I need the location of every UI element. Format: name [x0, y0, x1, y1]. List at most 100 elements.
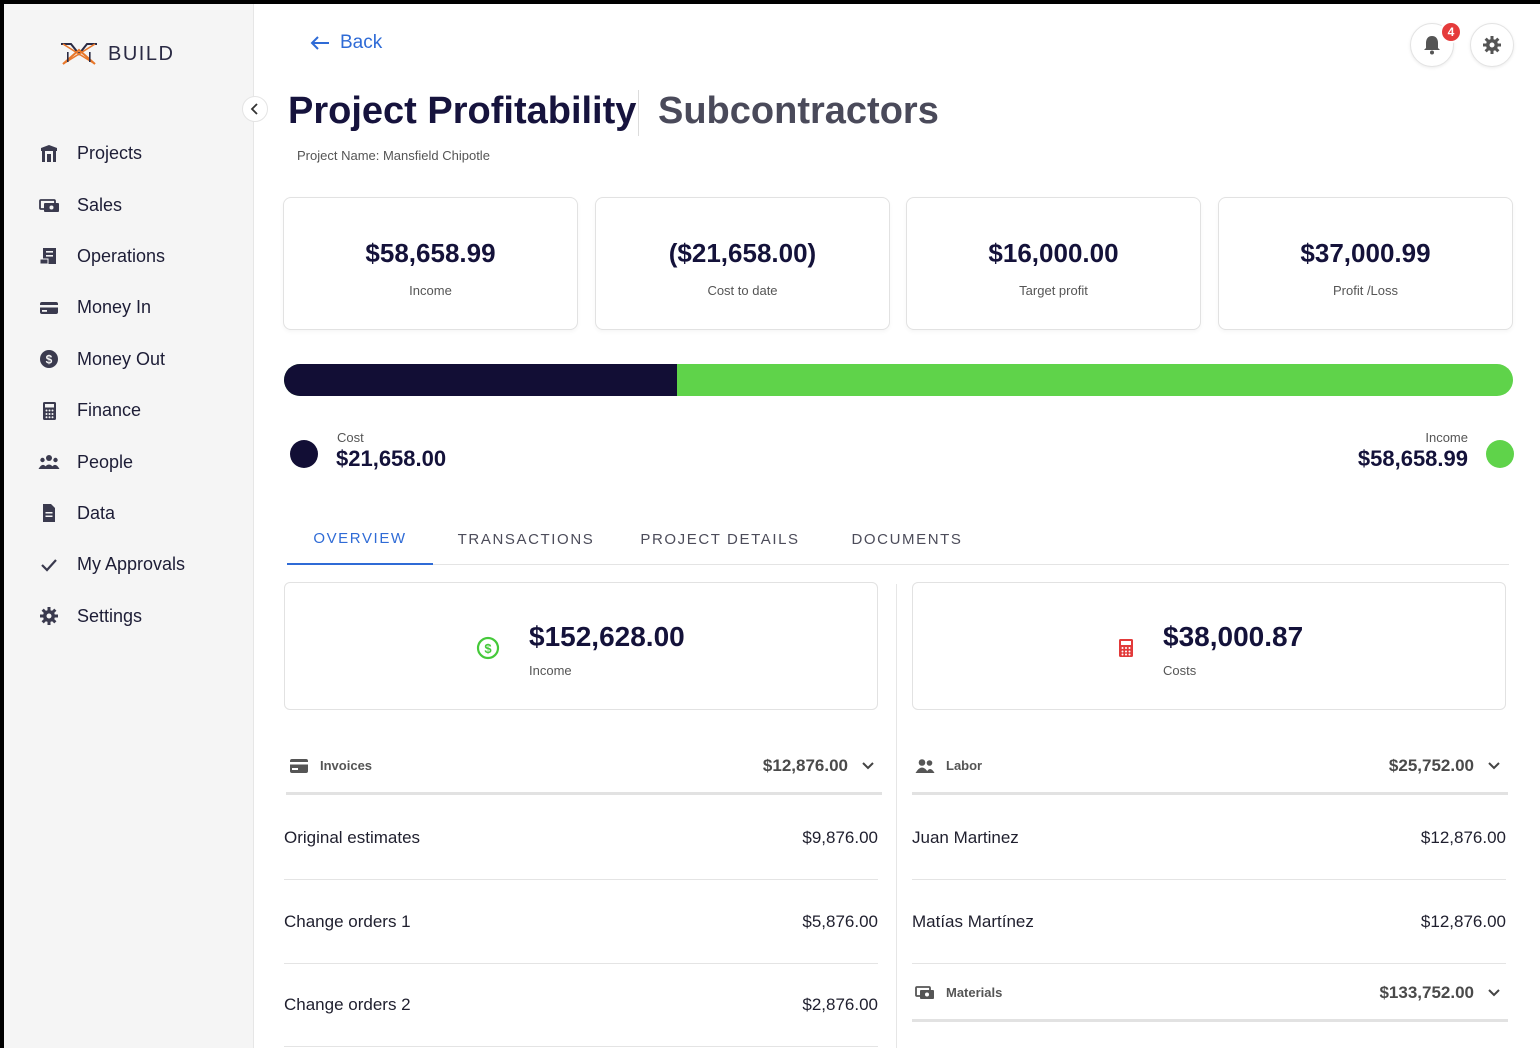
gear-icon — [38, 605, 60, 627]
income-legend-dot — [1486, 440, 1514, 468]
row-amount: $12,876.00 — [1420, 912, 1506, 931]
kpi-value: $16,000.00 — [988, 238, 1119, 268]
row-label: Change orders 2 — [284, 995, 411, 1014]
costs-total-label: Costs — [1163, 663, 1197, 678]
app-window: BUILD Projects Sales Operations — [4, 4, 1540, 1048]
tab-bar: OVERVIEW TRANSACTIONS PROJECT DETAILS DO… — [287, 514, 1509, 565]
invoices-section-header[interactable]: Invoices $12,876.00 — [286, 739, 882, 795]
sidebar: BUILD Projects Sales Operations — [4, 4, 254, 1048]
labor-section-header[interactable]: Labor $25,752.00 — [912, 739, 1508, 795]
kpi-profit-card: $37,000.99 Profit /Loss — [1218, 197, 1513, 330]
section-amount: $25,752.00 — [1388, 755, 1474, 775]
chevron-down-icon — [1486, 758, 1502, 774]
sidebar-item-label: Operations — [77, 245, 166, 266]
kpi-label: Profit /Loss — [1332, 283, 1399, 298]
settings-button[interactable] — [1470, 23, 1514, 67]
row-label: Matías Martínez — [912, 912, 1034, 931]
sidebar-item-my-approvals[interactable]: My Approvals — [4, 539, 254, 590]
row-amount: $9,876.00 — [802, 828, 878, 847]
list-item: Juan Martinez $12,876.00 — [912, 797, 1506, 880]
sidebar-item-people[interactable]: People — [4, 436, 254, 487]
sidebar-item-label: Money In — [77, 297, 152, 318]
chevron-down-icon — [860, 758, 876, 774]
sidebar-item-projects[interactable]: Projects — [4, 128, 254, 179]
back-label: Back — [340, 32, 383, 53]
chevron-down-icon — [1486, 985, 1502, 1001]
sidebar-item-operations[interactable]: Operations — [4, 231, 254, 282]
calculator-icon — [1113, 635, 1139, 661]
logo-text: BUILD — [108, 42, 175, 65]
section-label: Invoices — [320, 758, 373, 773]
gear-icon — [1483, 36, 1501, 54]
people-icon — [38, 451, 60, 473]
page-subtitle: Subcontractors — [658, 90, 939, 132]
kpi-income-card: $58,658.99 Income — [283, 197, 578, 330]
sidebar-item-settings[interactable]: Settings — [4, 591, 254, 642]
sidebar-item-sales[interactable]: Sales — [4, 179, 254, 230]
collapse-sidebar-button[interactable] — [242, 96, 268, 122]
cost-legend-label: Cost — [337, 430, 364, 445]
kpi-value: $37,000.99 — [1300, 238, 1431, 268]
sidebar-item-label: People — [77, 451, 134, 472]
cash-icon — [38, 194, 60, 216]
chevron-left-icon — [250, 103, 258, 115]
logo-mark-icon — [61, 43, 97, 65]
row-label: Original estimates — [284, 828, 421, 847]
kpi-value: $58,658.99 — [365, 238, 496, 268]
dollar-circle-icon: $ — [475, 635, 501, 661]
kpi-label: Cost to date — [707, 283, 778, 298]
sidebar-item-label: Settings — [77, 605, 143, 626]
income-total: $152,628.00 — [529, 621, 685, 652]
card-icon — [288, 755, 310, 777]
kpi-target-card: $16,000.00 Target profit — [906, 197, 1201, 330]
card-icon — [38, 297, 60, 319]
tab-overview[interactable]: OVERVIEW — [287, 514, 433, 565]
cost-legend-value: $21,658.00 — [336, 446, 447, 471]
section-label: Labor — [946, 758, 983, 773]
column-divider — [896, 584, 897, 1048]
kpi-label: Target profit — [1019, 283, 1088, 298]
kpi-cost-card: ($21,658.00) Cost to date — [595, 197, 890, 330]
sidebar-item-data[interactable]: Data — [4, 488, 254, 539]
row-label: Change orders 1 — [284, 912, 411, 931]
list-item: Change orders 2 $2,876.00 — [284, 964, 878, 1047]
sidebar-item-label: Data — [77, 502, 116, 523]
income-total-label: Income — [529, 663, 572, 678]
row-amount: $5,876.00 — [802, 912, 878, 931]
materials-section-header[interactable]: Materials $133,752.00 — [912, 966, 1508, 1022]
dollar-coin-icon: $ — [38, 348, 60, 370]
costs-summary-card: $38,000.87 Costs — [912, 582, 1506, 710]
cost-progress-fill — [284, 364, 678, 396]
tab-documents[interactable]: DOCUMENTS — [851, 530, 963, 548]
sidebar-nav: Projects Sales Operations Money In — [4, 128, 254, 642]
income-legend-label: Income — [1425, 430, 1468, 445]
people-icon — [914, 755, 936, 777]
list-item: Matías Martínez $12,876.00 — [912, 881, 1506, 964]
income-summary-card: $ $152,628.00 Income — [284, 582, 878, 710]
document-icon — [38, 502, 60, 524]
sidebar-item-money-out[interactable]: $ Money Out — [4, 334, 254, 385]
receipt-icon — [38, 245, 60, 267]
tab-project-details[interactable]: PROJECT DETAILS — [640, 530, 800, 548]
tab-transactions[interactable]: TRANSACTIONS — [457, 530, 595, 548]
building-icon — [38, 143, 60, 165]
notifications-button[interactable]: 4 — [1410, 21, 1462, 67]
checkmark-icon — [38, 554, 60, 576]
sidebar-item-label: Money Out — [77, 348, 166, 369]
income-legend-value: $58,658.99 — [1357, 446, 1468, 471]
back-button[interactable]: Back — [310, 32, 382, 54]
logo[interactable]: BUILD — [58, 40, 174, 68]
sidebar-item-label: My Approvals — [77, 554, 186, 575]
list-item: Original estimates $9,876.00 — [284, 797, 878, 880]
title-divider — [638, 90, 639, 136]
page-title: Project Profitability — [288, 90, 637, 132]
row-amount: $2,876.00 — [802, 995, 878, 1014]
row-label: Juan Martinez — [912, 828, 1019, 847]
cost-income-progress-bar — [284, 364, 1513, 396]
arrow-left-icon — [310, 36, 329, 50]
bell-icon — [1424, 36, 1440, 55]
calculator-icon — [38, 400, 60, 422]
sidebar-item-finance[interactable]: Finance — [4, 385, 254, 436]
sidebar-item-money-in[interactable]: Money In — [4, 282, 254, 333]
section-amount: $12,876.00 — [762, 755, 848, 775]
